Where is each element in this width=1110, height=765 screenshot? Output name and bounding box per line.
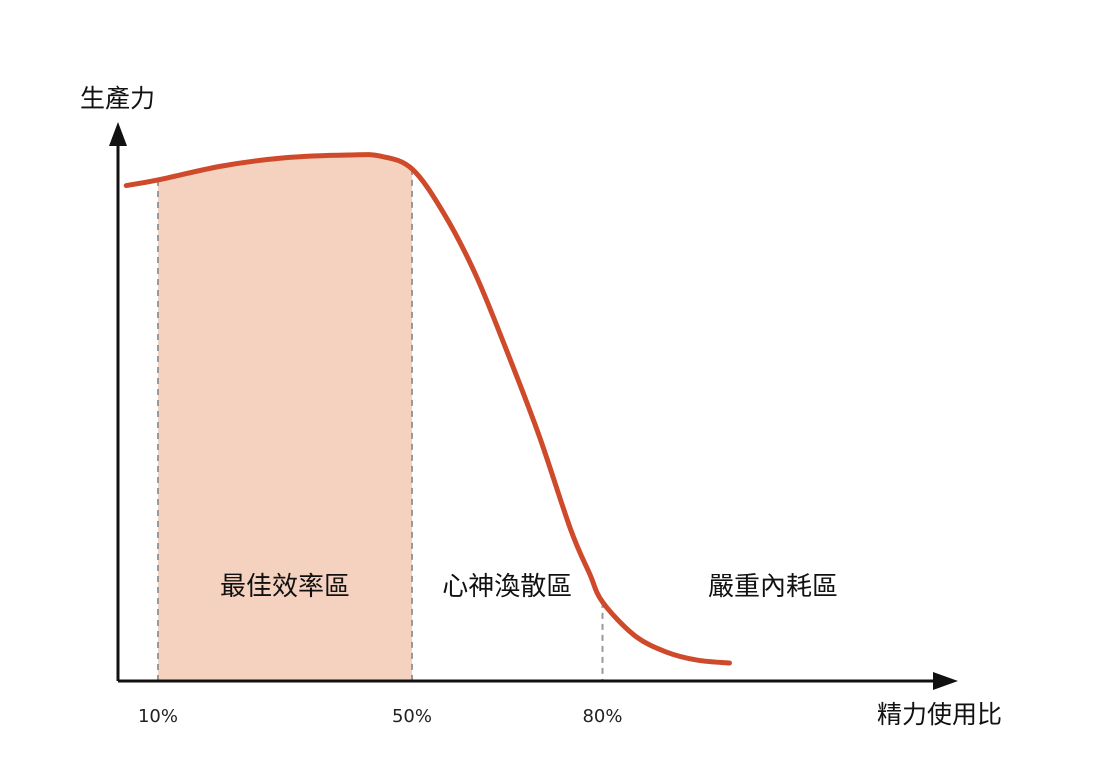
- x-tick-label-50: 50%: [392, 706, 432, 727]
- x-tick-label-80: 80%: [582, 706, 622, 727]
- zone-label-1: 最佳效率區: [220, 572, 350, 602]
- axes-layer: 生產力 精力使用比: [80, 84, 1002, 729]
- optimal-zone-band: [158, 155, 412, 681]
- x-tick-label-10: 10%: [138, 706, 178, 727]
- zone-label-3: 嚴重內耗區: [708, 572, 838, 602]
- zone-label-2: 心神渙散區: [442, 572, 572, 602]
- x-axis-title: 精力使用比: [877, 700, 1002, 729]
- zones-layer: [158, 155, 412, 681]
- guides-layer: [157, 168, 604, 681]
- productivity-curve: [123, 152, 732, 666]
- y-axis-arrow-icon: [109, 122, 127, 146]
- x-tick-labels: 10% 50% 80%: [138, 706, 623, 727]
- x-axis-arrow-icon: [933, 672, 958, 690]
- y-axis-title: 生產力: [80, 84, 155, 113]
- zone-labels: 最佳效率區 心神渙散區 嚴重內耗區: [220, 572, 838, 602]
